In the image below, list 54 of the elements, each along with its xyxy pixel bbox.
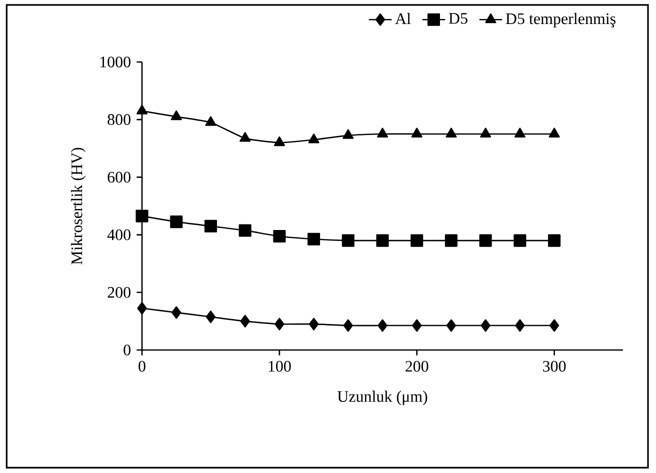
point (137, 302, 147, 314)
x-axis-title: Uzunluk (μm) (337, 390, 428, 406)
point (412, 319, 422, 332)
point (548, 128, 560, 138)
x-tick-label: 200 (406, 360, 428, 372)
y-tick-label: 1000 (100, 56, 130, 68)
point (548, 234, 561, 247)
point (446, 319, 456, 332)
point (480, 319, 490, 332)
point (376, 128, 388, 138)
legend-label: Al (395, 12, 411, 24)
point (308, 232, 320, 246)
point (240, 314, 250, 328)
point (308, 318, 319, 330)
point (240, 132, 251, 142)
point (342, 234, 354, 247)
y-tick-label: 800 (108, 114, 130, 125)
point (274, 318, 284, 330)
x-tick-label: 0 (138, 360, 146, 372)
point (549, 319, 560, 332)
point (308, 133, 320, 144)
point (378, 319, 388, 332)
point (376, 234, 389, 247)
point (206, 310, 216, 324)
point (343, 319, 354, 332)
point (446, 128, 457, 138)
point (342, 129, 354, 139)
point (136, 104, 148, 114)
point (514, 128, 526, 138)
point (273, 230, 286, 242)
x-tick-label: 300 (543, 360, 566, 372)
point (274, 136, 285, 146)
point (444, 234, 458, 247)
point (480, 128, 492, 138)
legend-label: D5 temperlenmiş (506, 12, 616, 28)
point (515, 319, 525, 332)
y-tick-label: 0 (124, 344, 130, 356)
y-tick-label: 200 (108, 286, 130, 298)
point (479, 234, 492, 247)
y-tick-label: 600 (108, 172, 130, 183)
legend-label: D5 (448, 13, 468, 24)
y-tick-label: 400 (107, 229, 130, 240)
point (238, 224, 252, 237)
point (171, 306, 182, 319)
y-axis-title: Mikrosertlik (HV) (70, 148, 86, 264)
point (204, 220, 217, 232)
point (205, 116, 216, 126)
point (170, 110, 182, 120)
x-tick-label: 100 (268, 360, 291, 372)
point (410, 234, 424, 247)
point (136, 210, 148, 222)
point (514, 234, 526, 247)
point (170, 216, 183, 228)
point (411, 128, 422, 138)
